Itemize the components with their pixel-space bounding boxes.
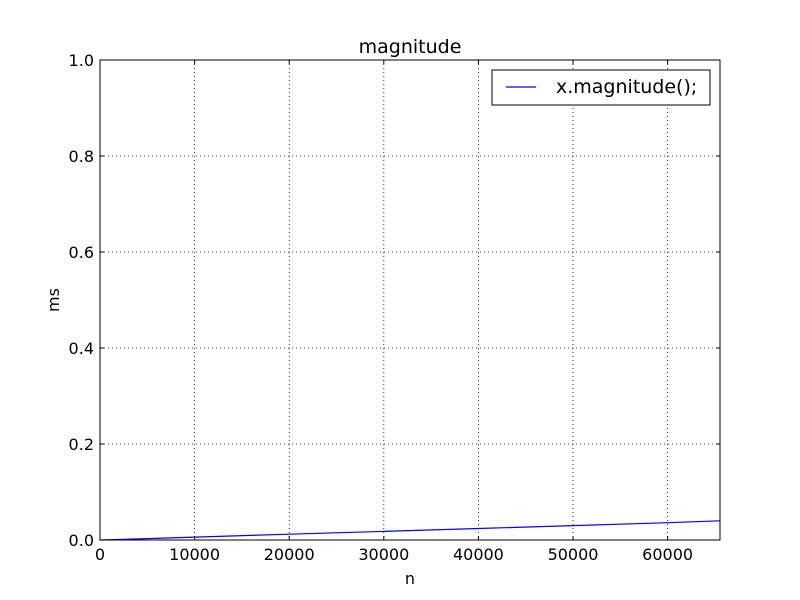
grid-lines [99, 59, 720, 541]
x-tick-label: 30000 [358, 545, 409, 564]
tick-marks [99, 59, 720, 541]
x-tick-labels: 0 10000 20000 30000 40000 50000 60000 [95, 545, 693, 564]
y-axis-label: ms [44, 288, 63, 312]
y-tick-label: 0.2 [69, 435, 94, 454]
x-tick-label: 0 [95, 545, 105, 564]
y-tick-label: 0.8 [69, 147, 94, 166]
x-axis-label: n [405, 569, 415, 588]
chart-title: magnitude [359, 36, 462, 58]
y-tick-label: 0.0 [69, 531, 94, 550]
series-layer [99, 520, 721, 541]
x-tick-label: 40000 [453, 545, 504, 564]
plot-frame [99, 59, 721, 541]
x-tick-label: 60000 [642, 545, 693, 564]
x-tick-label: 20000 [264, 545, 315, 564]
x-tick-label: 10000 [169, 545, 220, 564]
y-tick-label: 0.4 [69, 339, 94, 358]
legend-label: x.magnitude(); [556, 76, 697, 98]
legend: x.magnitude(); [491, 69, 711, 106]
y-tick-label: 1.0 [69, 51, 94, 70]
y-tick-labels: 0.0 0.2 0.4 0.6 0.8 1.0 [69, 51, 94, 550]
x-tick-label: 50000 [548, 545, 599, 564]
y-tick-label: 0.6 [69, 243, 94, 262]
series-line [99, 520, 721, 541]
